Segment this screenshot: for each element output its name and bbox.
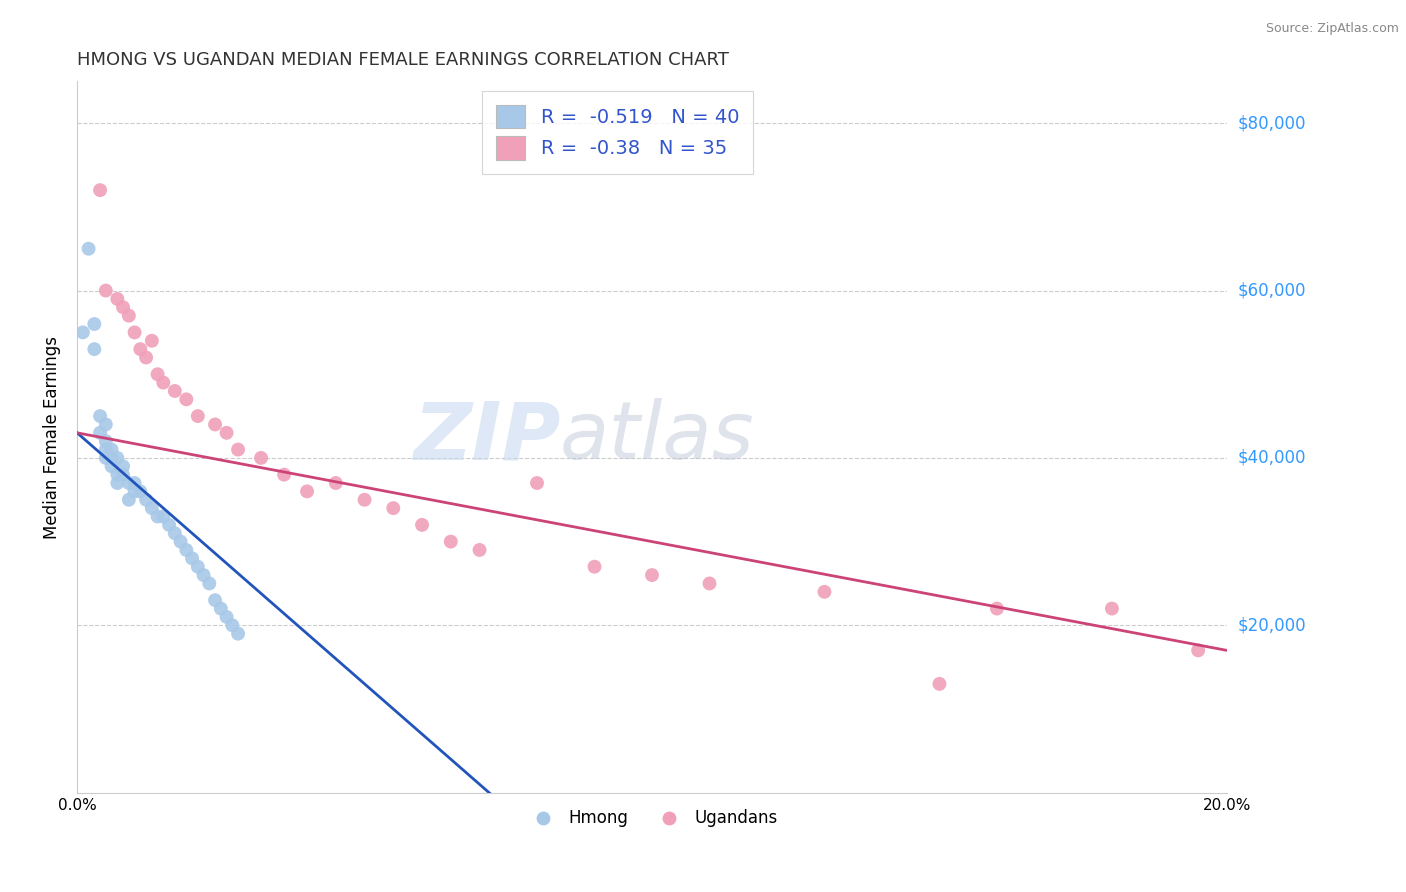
Point — [215, 610, 238, 624]
Point — [77, 242, 100, 256]
Text: $40,000: $40,000 — [1239, 449, 1306, 467]
Point — [105, 292, 128, 306]
Point — [468, 543, 491, 558]
Point — [187, 409, 209, 423]
Point — [193, 568, 215, 582]
Point — [118, 492, 141, 507]
Point — [353, 492, 375, 507]
Point — [112, 459, 135, 474]
Point — [157, 517, 180, 532]
Point — [526, 476, 548, 491]
Point — [112, 300, 135, 314]
Point — [986, 601, 1008, 615]
Point — [124, 326, 146, 340]
Point — [209, 601, 232, 615]
Point — [135, 492, 157, 507]
Point — [411, 517, 433, 532]
Point — [118, 309, 141, 323]
Point — [1187, 643, 1209, 657]
Point — [105, 476, 128, 491]
Point — [641, 568, 664, 582]
Point — [83, 317, 105, 331]
Point — [146, 509, 169, 524]
Point — [928, 677, 950, 691]
Point — [118, 476, 141, 491]
Point — [94, 450, 117, 465]
Point — [382, 501, 405, 516]
Point — [141, 334, 163, 348]
Point — [72, 326, 94, 340]
Text: $20,000: $20,000 — [1239, 616, 1306, 634]
Point — [89, 409, 111, 423]
Point — [94, 434, 117, 449]
Point — [129, 484, 152, 499]
Point — [181, 551, 204, 566]
Point — [83, 342, 105, 356]
Point — [176, 543, 198, 558]
Point — [152, 376, 174, 390]
Point — [813, 584, 835, 599]
Legend: Hmong, Ugandans: Hmong, Ugandans — [520, 803, 785, 834]
Point — [146, 368, 169, 382]
Y-axis label: Median Female Earnings: Median Female Earnings — [44, 335, 60, 539]
Point — [1101, 601, 1123, 615]
Point — [141, 501, 163, 516]
Point — [250, 450, 273, 465]
Point — [226, 442, 249, 457]
Point — [124, 476, 146, 491]
Point — [100, 459, 122, 474]
Text: HMONG VS UGANDAN MEDIAN FEMALE EARNINGS CORRELATION CHART: HMONG VS UGANDAN MEDIAN FEMALE EARNINGS … — [77, 51, 728, 69]
Point — [204, 593, 226, 607]
Point — [163, 384, 186, 398]
Point — [215, 425, 238, 440]
Text: ZIP: ZIP — [412, 398, 560, 476]
Point — [100, 450, 122, 465]
Point — [100, 442, 122, 457]
Point — [129, 342, 152, 356]
Point — [440, 534, 463, 549]
Point — [295, 484, 318, 499]
Point — [152, 509, 174, 524]
Point — [89, 183, 111, 197]
Point — [204, 417, 226, 432]
Point — [176, 392, 198, 407]
Point — [89, 425, 111, 440]
Text: atlas: atlas — [560, 398, 755, 476]
Point — [105, 467, 128, 482]
Point — [583, 559, 606, 574]
Text: $80,000: $80,000 — [1239, 114, 1306, 132]
Text: Source: ZipAtlas.com: Source: ZipAtlas.com — [1265, 22, 1399, 36]
Point — [94, 442, 117, 457]
Point — [105, 450, 128, 465]
Point — [163, 526, 186, 541]
Point — [94, 417, 117, 432]
Point — [198, 576, 221, 591]
Point — [94, 284, 117, 298]
Point — [169, 534, 191, 549]
Text: $60,000: $60,000 — [1239, 282, 1306, 300]
Point — [112, 467, 135, 482]
Point — [699, 576, 721, 591]
Point — [187, 559, 209, 574]
Point — [226, 626, 249, 640]
Point — [135, 351, 157, 365]
Point — [273, 467, 295, 482]
Point — [221, 618, 243, 632]
Point — [325, 476, 347, 491]
Point — [124, 484, 146, 499]
